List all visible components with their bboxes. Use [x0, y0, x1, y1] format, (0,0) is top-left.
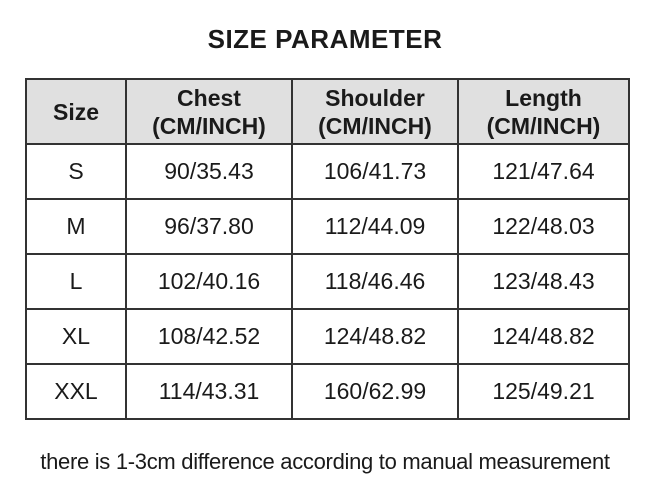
- table-row: S 90/35.43 106/41.73 121/47.64: [25, 143, 630, 200]
- cell-size: XXL: [25, 363, 127, 420]
- table-row: XL 108/42.52 124/48.82 124/48.82: [25, 308, 630, 365]
- measurement-note: there is 1-3cm difference according to m…: [40, 449, 610, 474]
- column-label: Size: [52, 98, 100, 125]
- column-label: Shoulder: [325, 84, 425, 111]
- page-title: SIZE PARAMETER: [207, 24, 443, 54]
- table-header-row: Size Chest (CM/INCH) Shoulder (CM/INCH) …: [25, 78, 630, 145]
- cell-length: 125/49.21: [457, 363, 630, 420]
- column-header-size: Size: [25, 78, 127, 145]
- cell-length: 124/48.82: [457, 308, 630, 365]
- column-unit: (CM/INCH): [486, 112, 601, 139]
- cell-chest: 102/40.16: [125, 253, 293, 310]
- column-unit: (CM/INCH): [318, 112, 432, 139]
- cell-shoulder: 118/46.46: [291, 253, 459, 310]
- table-row: XXL 114/43.31 160/62.99 125/49.21: [25, 363, 630, 420]
- cell-shoulder: 124/48.82: [291, 308, 459, 365]
- cell-size: L: [25, 253, 127, 310]
- column-label: Chest: [177, 84, 241, 111]
- cell-chest: 90/35.43: [125, 143, 293, 200]
- cell-length: 122/48.03: [457, 198, 630, 255]
- table-row: M 96/37.80 112/44.09 122/48.03: [25, 198, 630, 255]
- cell-size: XL: [25, 308, 127, 365]
- column-header-chest: Chest (CM/INCH): [125, 78, 293, 145]
- column-header-shoulder: Shoulder (CM/INCH): [291, 78, 459, 145]
- column-header-length: Length (CM/INCH): [457, 78, 630, 145]
- cell-chest: 114/43.31: [125, 363, 293, 420]
- cell-shoulder: 106/41.73: [291, 143, 459, 200]
- size-parameter-table: Size Chest (CM/INCH) Shoulder (CM/INCH) …: [25, 78, 630, 420]
- table-row: L 102/40.16 118/46.46 123/48.43: [25, 253, 630, 310]
- column-unit: (CM/INCH): [152, 112, 266, 139]
- column-label: Length: [505, 84, 582, 111]
- cell-length: 123/48.43: [457, 253, 630, 310]
- cell-chest: 108/42.52: [125, 308, 293, 365]
- cell-size: M: [25, 198, 127, 255]
- cell-shoulder: 160/62.99: [291, 363, 459, 420]
- cell-chest: 96/37.80: [125, 198, 293, 255]
- cell-size: S: [25, 143, 127, 200]
- cell-length: 121/47.64: [457, 143, 630, 200]
- cell-shoulder: 112/44.09: [291, 198, 459, 255]
